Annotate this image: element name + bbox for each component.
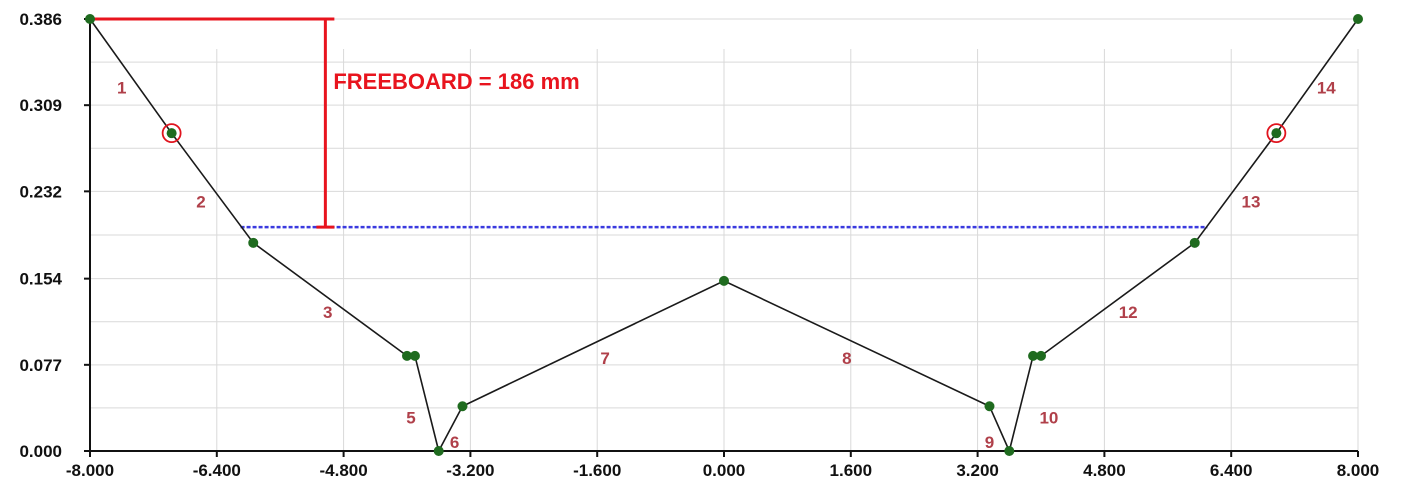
profile-point <box>409 350 420 361</box>
profile-point <box>166 128 177 139</box>
y-tick-label: 0.000 <box>19 442 62 461</box>
segment-label: 9 <box>985 433 994 452</box>
profile-point <box>1353 14 1363 24</box>
x-tick-label: -1.600 <box>573 461 621 480</box>
profile-point <box>433 446 444 456</box>
x-tick-label: -4.800 <box>319 461 367 480</box>
highlight-ring <box>1266 123 1287 144</box>
profile-point <box>1028 350 1039 361</box>
x-tick-label: -8.000 <box>66 461 114 480</box>
freeboard-label: FREEBOARD = 186 mm <box>333 69 579 94</box>
segment-label: 13 <box>1242 192 1261 211</box>
profile-point <box>402 350 412 361</box>
segment-label: 6 <box>450 433 459 452</box>
freeboard-annotation: FREEBOARD = 186 mm <box>90 17 580 229</box>
y-tick-label: 0.077 <box>19 356 62 375</box>
axes: -8.000 -6.400 -4.800 -3.200 -1.600 0.000 1.600… <box>19 10 1379 480</box>
segment-label: 1 <box>117 78 126 97</box>
highlight-ring <box>161 123 182 144</box>
segment-label: 14 <box>1317 78 1336 97</box>
segment-label: 7 <box>600 349 609 368</box>
x-tick-label: 4.800 <box>1083 461 1126 480</box>
x-tick-label: 6.400 <box>1210 461 1253 480</box>
y-tick-label: 0.386 <box>19 10 62 29</box>
profile-point <box>85 14 95 24</box>
profile-point <box>1271 128 1282 139</box>
y-tick-label: 0.309 <box>19 96 62 115</box>
x-tick-label: 0.000 <box>703 461 746 480</box>
profile-point <box>984 401 995 412</box>
x-tick-label: 3.200 <box>956 461 999 480</box>
x-tick-label: -3.200 <box>446 461 494 480</box>
segment-label: 5 <box>406 408 415 427</box>
profile-point <box>248 237 259 248</box>
profile-series <box>85 14 1363 456</box>
profile-point <box>1036 350 1046 361</box>
x-tick-label: -6.400 <box>193 461 241 480</box>
profile-point <box>1189 237 1200 248</box>
y-tick-label: 0.232 <box>19 182 62 201</box>
profile-point <box>1004 446 1015 456</box>
x-tick-label: 1.600 <box>830 461 873 480</box>
segment-label: 2 <box>196 192 205 211</box>
grid <box>89 18 1359 451</box>
segment-label: 3 <box>323 303 332 322</box>
segment-label: 10 <box>1039 408 1058 427</box>
x-tick-label: 8.000 <box>1337 461 1380 480</box>
profile-point <box>457 401 468 412</box>
segment-label: 8 <box>842 349 851 368</box>
segment-label: 12 <box>1119 303 1138 322</box>
profile-point <box>719 275 729 286</box>
y-tick-label: 0.154 <box>19 270 62 289</box>
